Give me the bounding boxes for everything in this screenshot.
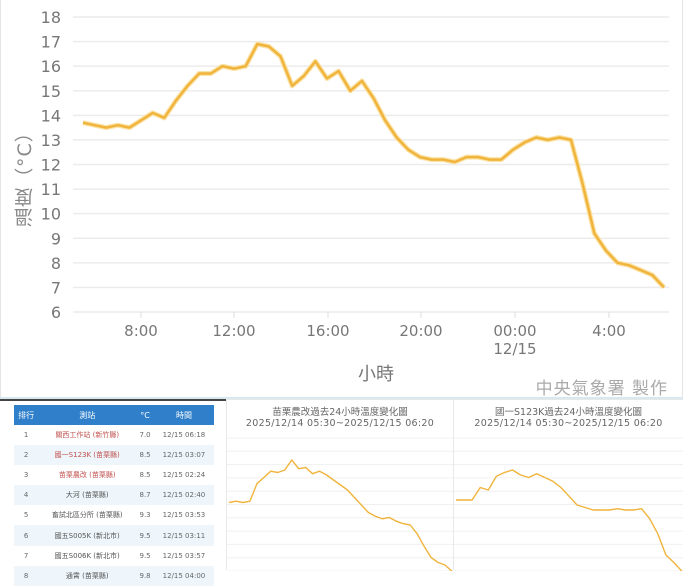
y-tick-label: 6 (51, 303, 61, 322)
table-row: 6 國五S005K (新北市) 9.5 12/15 03:11 (14, 525, 214, 546)
main-chart-canvas: 18 17 16 15 14 13 12 11 10 9 8 7 6 8:00 12:00 16:00 20:0… (41, 8, 669, 358)
rank-cell: 1 (23, 431, 29, 440)
table-row: 4 大河 (苗栗縣) 8.7 12/15 02:40 (14, 485, 214, 506)
station-cell[interactable]: 國五S006K (新北市) (54, 551, 120, 560)
time-cell: 12/15 02:40 (153, 485, 214, 506)
y-tick-label: 12 (41, 156, 61, 175)
time-cell: 12/15 04:00 (153, 565, 214, 586)
y-tick-label: 16 (41, 57, 61, 76)
temperature-line (228, 459, 453, 571)
x-tick-label: 16:00 (306, 322, 349, 340)
chart-credit: 中央氣象署 製作 (535, 379, 668, 399)
mini-chart-canvas (454, 437, 683, 571)
y-tick-label: 14 (41, 106, 61, 125)
station-cell[interactable]: 國一S123K (苗栗縣) (38, 445, 137, 466)
table-row: 7 國五S006K (新北市) 9.5 12/15 03:57 (14, 546, 214, 566)
temp-cell: 9.3 (139, 511, 151, 520)
time-cell: 12/15 03:57 (162, 551, 206, 560)
rank-cell: 6 (14, 525, 39, 546)
station-cell[interactable]: 關西工作站 (新竹縣) (55, 431, 120, 440)
x-tick-label: 00:00 (493, 322, 536, 340)
ranking-table: 排行 測站 °C 時間 1 關西工作站 (新竹縣) 7.0 12/15 06:18 2 國… (14, 405, 214, 586)
y-tick-label: 13 (41, 131, 61, 150)
x-tick-label: 4:00 (592, 322, 626, 340)
rank-cell: 5 (23, 511, 29, 520)
station-cell[interactable]: 苗栗農改 (苗栗縣) (58, 471, 116, 480)
x-axis-label: 小時 (358, 364, 394, 385)
temp-cell: 8.5 (136, 445, 154, 466)
y-tick-label: 9 (51, 229, 61, 248)
table-header-row: 排行 測站 °C 時間 (14, 405, 214, 425)
table-row: 2 國一S123K (苗栗縣) 8.5 12/15 03:07 (14, 445, 214, 466)
time-cell: 12/15 06:18 (162, 431, 206, 440)
y-tick-label: 10 (41, 205, 61, 224)
lowest-temperature-ranking-panel: 排行 測站 °C 時間 1 關西工作站 (新竹縣) 7.0 12/15 06:18 2 國… (0, 399, 226, 586)
x-tick-label: 12:00 (212, 322, 255, 340)
temp-cell: 7.0 (139, 431, 151, 440)
station-cell[interactable]: 國五S005K (新北市) (38, 525, 137, 546)
temp-cell: 9.5 (136, 525, 154, 546)
y-tick-label: 7 (51, 278, 61, 297)
y-tick-label: 17 (41, 33, 61, 52)
header-rank: 排行 (14, 405, 39, 425)
temp-cell: 8.5 (139, 471, 151, 480)
rank-cell: 8 (14, 565, 39, 586)
header-station: 測站 (38, 405, 137, 425)
header-temp: °C (136, 405, 154, 425)
rank-cell: 7 (23, 551, 29, 560)
table-row: 8 通霄 (苗栗縣) 9.8 12/15 04:00 (14, 565, 214, 586)
table-row: 1 關西工作站 (新竹縣) 7.0 12/15 06:18 (14, 425, 214, 445)
mini-chart-miaoli-agri: 苗栗農改過去24小時溫度變化圖 2025/12/14 05:30~2025/12… (226, 399, 454, 571)
mini-chart-range: 2025/12/14 05:30~2025/12/15 06:20 (474, 418, 663, 429)
mini-chart-canvas (227, 437, 454, 571)
header-time: 時間 (153, 405, 214, 425)
y-tick-label: 8 (51, 254, 61, 273)
temperature-line (82, 42, 665, 289)
x-tick-label: 8:00 (124, 322, 158, 340)
mini-chart-freeway-s123k: 國一S123K過去24小時溫度變化圖 2025/12/14 05:30~2025… (453, 399, 683, 571)
y-tick-label: 15 (41, 82, 61, 101)
rank-cell: 2 (14, 445, 39, 466)
time-cell: 12/15 03:11 (153, 525, 214, 546)
x-tick-sublabel: 12/15 (493, 340, 536, 358)
station-cell[interactable]: 通霄 (苗栗縣) (38, 565, 137, 586)
temperature-line (456, 469, 683, 571)
mini-chart-title: 國一S123K過去24小時溫度變化圖 (495, 407, 642, 418)
table-row: 5 畜試北區分所 (苗栗縣) 9.3 12/15 03:53 (14, 505, 214, 525)
main-temperature-chart: 18 17 16 15 14 13 12 11 10 9 8 7 6 8:00 12:00 16:00 20:0… (0, 0, 683, 399)
temp-cell: 9.8 (136, 565, 154, 586)
station-cell[interactable]: 大河 (苗栗縣) (38, 485, 137, 506)
panel-divider (0, 397, 683, 399)
temp-cell: 9.5 (139, 551, 151, 560)
temp-cell: 8.7 (136, 485, 154, 506)
y-axis-label: 溫度（°C） (14, 122, 36, 228)
mini-chart-title: 苗栗農改過去24小時溫度變化圖 (272, 407, 408, 418)
table-row: 3 苗栗農改 (苗栗縣) 8.5 12/15 02:24 (14, 465, 214, 485)
rank-cell: 3 (23, 471, 29, 480)
mini-chart-range: 2025/12/14 05:30~2025/12/15 06:20 (245, 418, 435, 429)
x-tick-label: 20:00 (399, 322, 442, 340)
time-cell: 12/15 02:24 (162, 471, 206, 480)
time-cell: 12/15 03:07 (153, 445, 214, 466)
station-cell[interactable]: 畜試北區分所 (苗栗縣) (51, 511, 123, 520)
time-cell: 12/15 03:53 (162, 511, 206, 520)
y-tick-label: 11 (41, 180, 61, 199)
y-tick-label: 18 (41, 8, 61, 27)
rank-cell: 4 (14, 485, 39, 506)
